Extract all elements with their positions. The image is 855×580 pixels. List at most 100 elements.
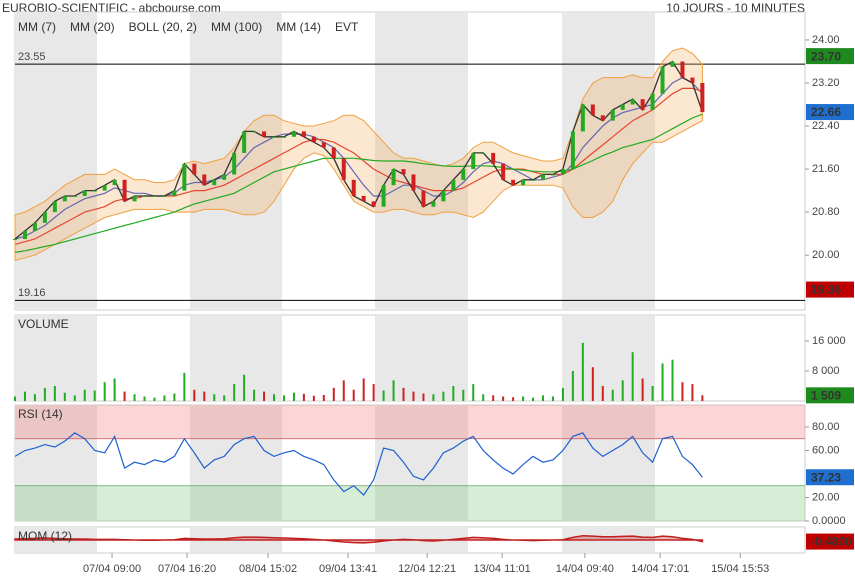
volume-bar — [183, 372, 186, 401]
legend-entry: EVT — [335, 20, 359, 34]
candle — [381, 185, 386, 207]
volume-bar — [273, 394, 276, 401]
volume-bar — [661, 363, 664, 401]
volume-bar — [14, 396, 16, 401]
candle — [232, 152, 237, 175]
candle — [640, 99, 645, 110]
candle — [102, 185, 107, 191]
volume-bar — [492, 395, 495, 401]
candle — [272, 136, 277, 138]
candle — [650, 93, 655, 110]
volume-bar — [541, 395, 544, 401]
legend-entry: MM (14) — [276, 20, 321, 34]
y-tick-label: 24.00 — [812, 34, 840, 46]
candle — [471, 152, 476, 170]
candle — [690, 77, 695, 84]
volume-bar — [133, 394, 136, 401]
candle — [491, 152, 496, 164]
volume-bar — [93, 390, 96, 401]
volume-bar — [522, 396, 525, 401]
candle — [142, 195, 147, 197]
day-band — [15, 12, 97, 310]
volume-bar — [601, 385, 604, 401]
candle — [451, 179, 456, 191]
candle — [550, 174, 555, 176]
candle — [42, 212, 47, 223]
volume-bar — [581, 342, 584, 401]
candle — [122, 179, 127, 202]
volume-bar — [173, 393, 176, 401]
candle — [511, 179, 516, 186]
volume-bar — [203, 391, 206, 401]
volume-bar — [671, 359, 674, 401]
candle — [600, 115, 605, 121]
candle — [82, 190, 87, 196]
price-marker — [806, 387, 854, 404]
momentum-area — [14, 535, 704, 544]
candle — [62, 195, 67, 202]
volume-bar — [452, 385, 455, 401]
candle — [341, 158, 346, 180]
panel-title: VOLUME — [18, 317, 69, 331]
panel-title: MOM (12) — [18, 529, 72, 543]
price-marker-label: 37.23 — [811, 470, 841, 484]
volume-bar — [153, 397, 156, 401]
candle — [680, 61, 685, 78]
volume-bar — [372, 384, 375, 401]
candle — [262, 131, 267, 137]
volume-bar — [163, 395, 166, 401]
y-tick-label: 16 000 — [812, 335, 846, 347]
candle — [580, 104, 585, 132]
price-marker — [806, 533, 854, 550]
volume-bar — [591, 367, 594, 401]
volume-bar — [561, 387, 564, 401]
volume-bar — [482, 394, 485, 401]
volume-bar — [113, 378, 116, 401]
candle — [13, 238, 17, 240]
candle — [570, 131, 575, 170]
volume-bar — [23, 391, 26, 401]
volume-bar — [621, 380, 624, 401]
candle — [371, 201, 376, 207]
candle — [212, 179, 217, 186]
legend-entry: MM (7) — [18, 20, 56, 34]
volume-bar — [103, 382, 106, 401]
x-tick-label: 14/04 17:01 — [631, 563, 689, 575]
candle — [242, 131, 247, 153]
candle — [72, 195, 77, 197]
y-tick-label: 21.60 — [812, 163, 840, 175]
candle — [331, 147, 336, 159]
volume-bar — [551, 396, 554, 401]
price-marker — [806, 281, 854, 298]
candle — [252, 131, 257, 133]
volume-bar — [532, 397, 535, 401]
candle — [291, 131, 296, 137]
series-line — [14, 113, 703, 253]
candle — [52, 201, 57, 213]
volume-bar — [382, 390, 385, 401]
candle — [182, 163, 187, 191]
volume-bar — [691, 384, 694, 401]
volume-bar — [362, 378, 365, 401]
x-tick-label: 15/04 15:53 — [711, 563, 769, 575]
day-band — [562, 12, 655, 310]
y-tick-label: 23.20 — [812, 77, 840, 89]
candle — [431, 201, 436, 207]
candle — [162, 195, 167, 197]
day-band — [15, 315, 97, 401]
price-marker — [806, 104, 854, 121]
reference-label: 23.55 — [18, 51, 46, 63]
candle — [361, 195, 366, 202]
volume-bar — [651, 385, 654, 401]
price-line — [14, 60, 704, 240]
panel-title: RSI (14) — [18, 407, 63, 421]
volume-bar — [233, 384, 236, 401]
volume-bar — [402, 387, 405, 401]
price-marker — [806, 48, 854, 65]
candle — [610, 109, 615, 121]
volume-bar — [472, 384, 475, 401]
candle — [401, 169, 406, 175]
volume-bar — [422, 393, 425, 401]
candle — [22, 230, 27, 239]
